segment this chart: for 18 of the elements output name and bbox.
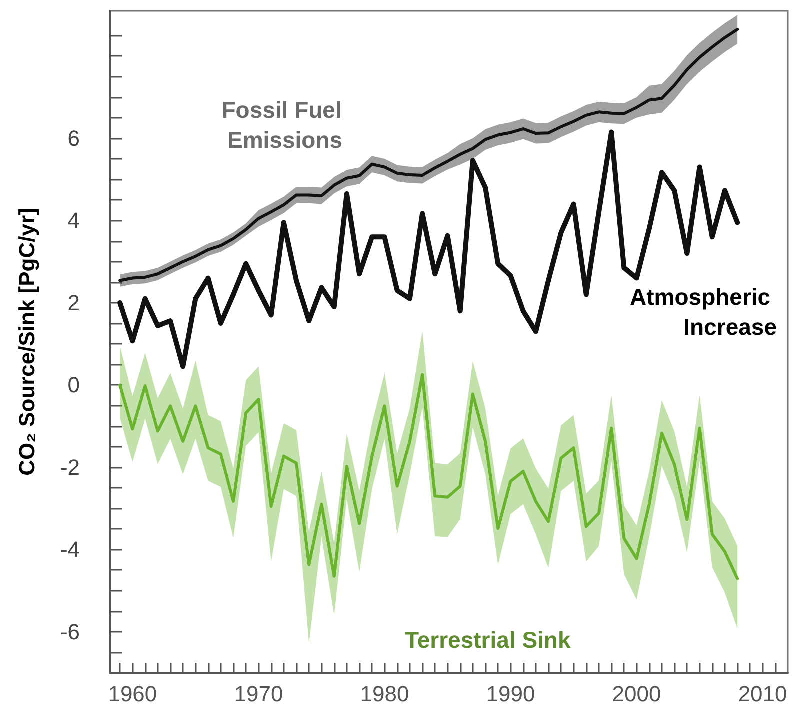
x-tick-label: 1960: [108, 682, 158, 706]
y-tick-label: -4: [60, 537, 80, 562]
y-tick-label: -2: [60, 454, 80, 480]
y-tick-label: 2: [68, 290, 80, 316]
x-tick-label: 2010: [738, 682, 788, 706]
x-tick-label: 2000: [612, 682, 662, 706]
y-axis-title: CO₂ Source/Sink [PgC/yr]: [14, 208, 40, 476]
x-tick-label: 1980: [360, 682, 410, 706]
x-tick-label: 1970: [234, 682, 284, 706]
series-label: Atmospheric Increase: [630, 284, 777, 340]
y-tick-label: 6: [68, 126, 80, 151]
series-label: Fossil Fuel Emissions: [222, 97, 348, 153]
line-series: [118, 373, 740, 580]
text: Terrestrial Sink: [405, 627, 571, 653]
y-tick-label: 4: [68, 208, 80, 234]
y-tick-label: 0: [68, 372, 80, 398]
x-tick-label: 1990: [486, 682, 536, 706]
y-tick-label: -6: [60, 619, 80, 644]
